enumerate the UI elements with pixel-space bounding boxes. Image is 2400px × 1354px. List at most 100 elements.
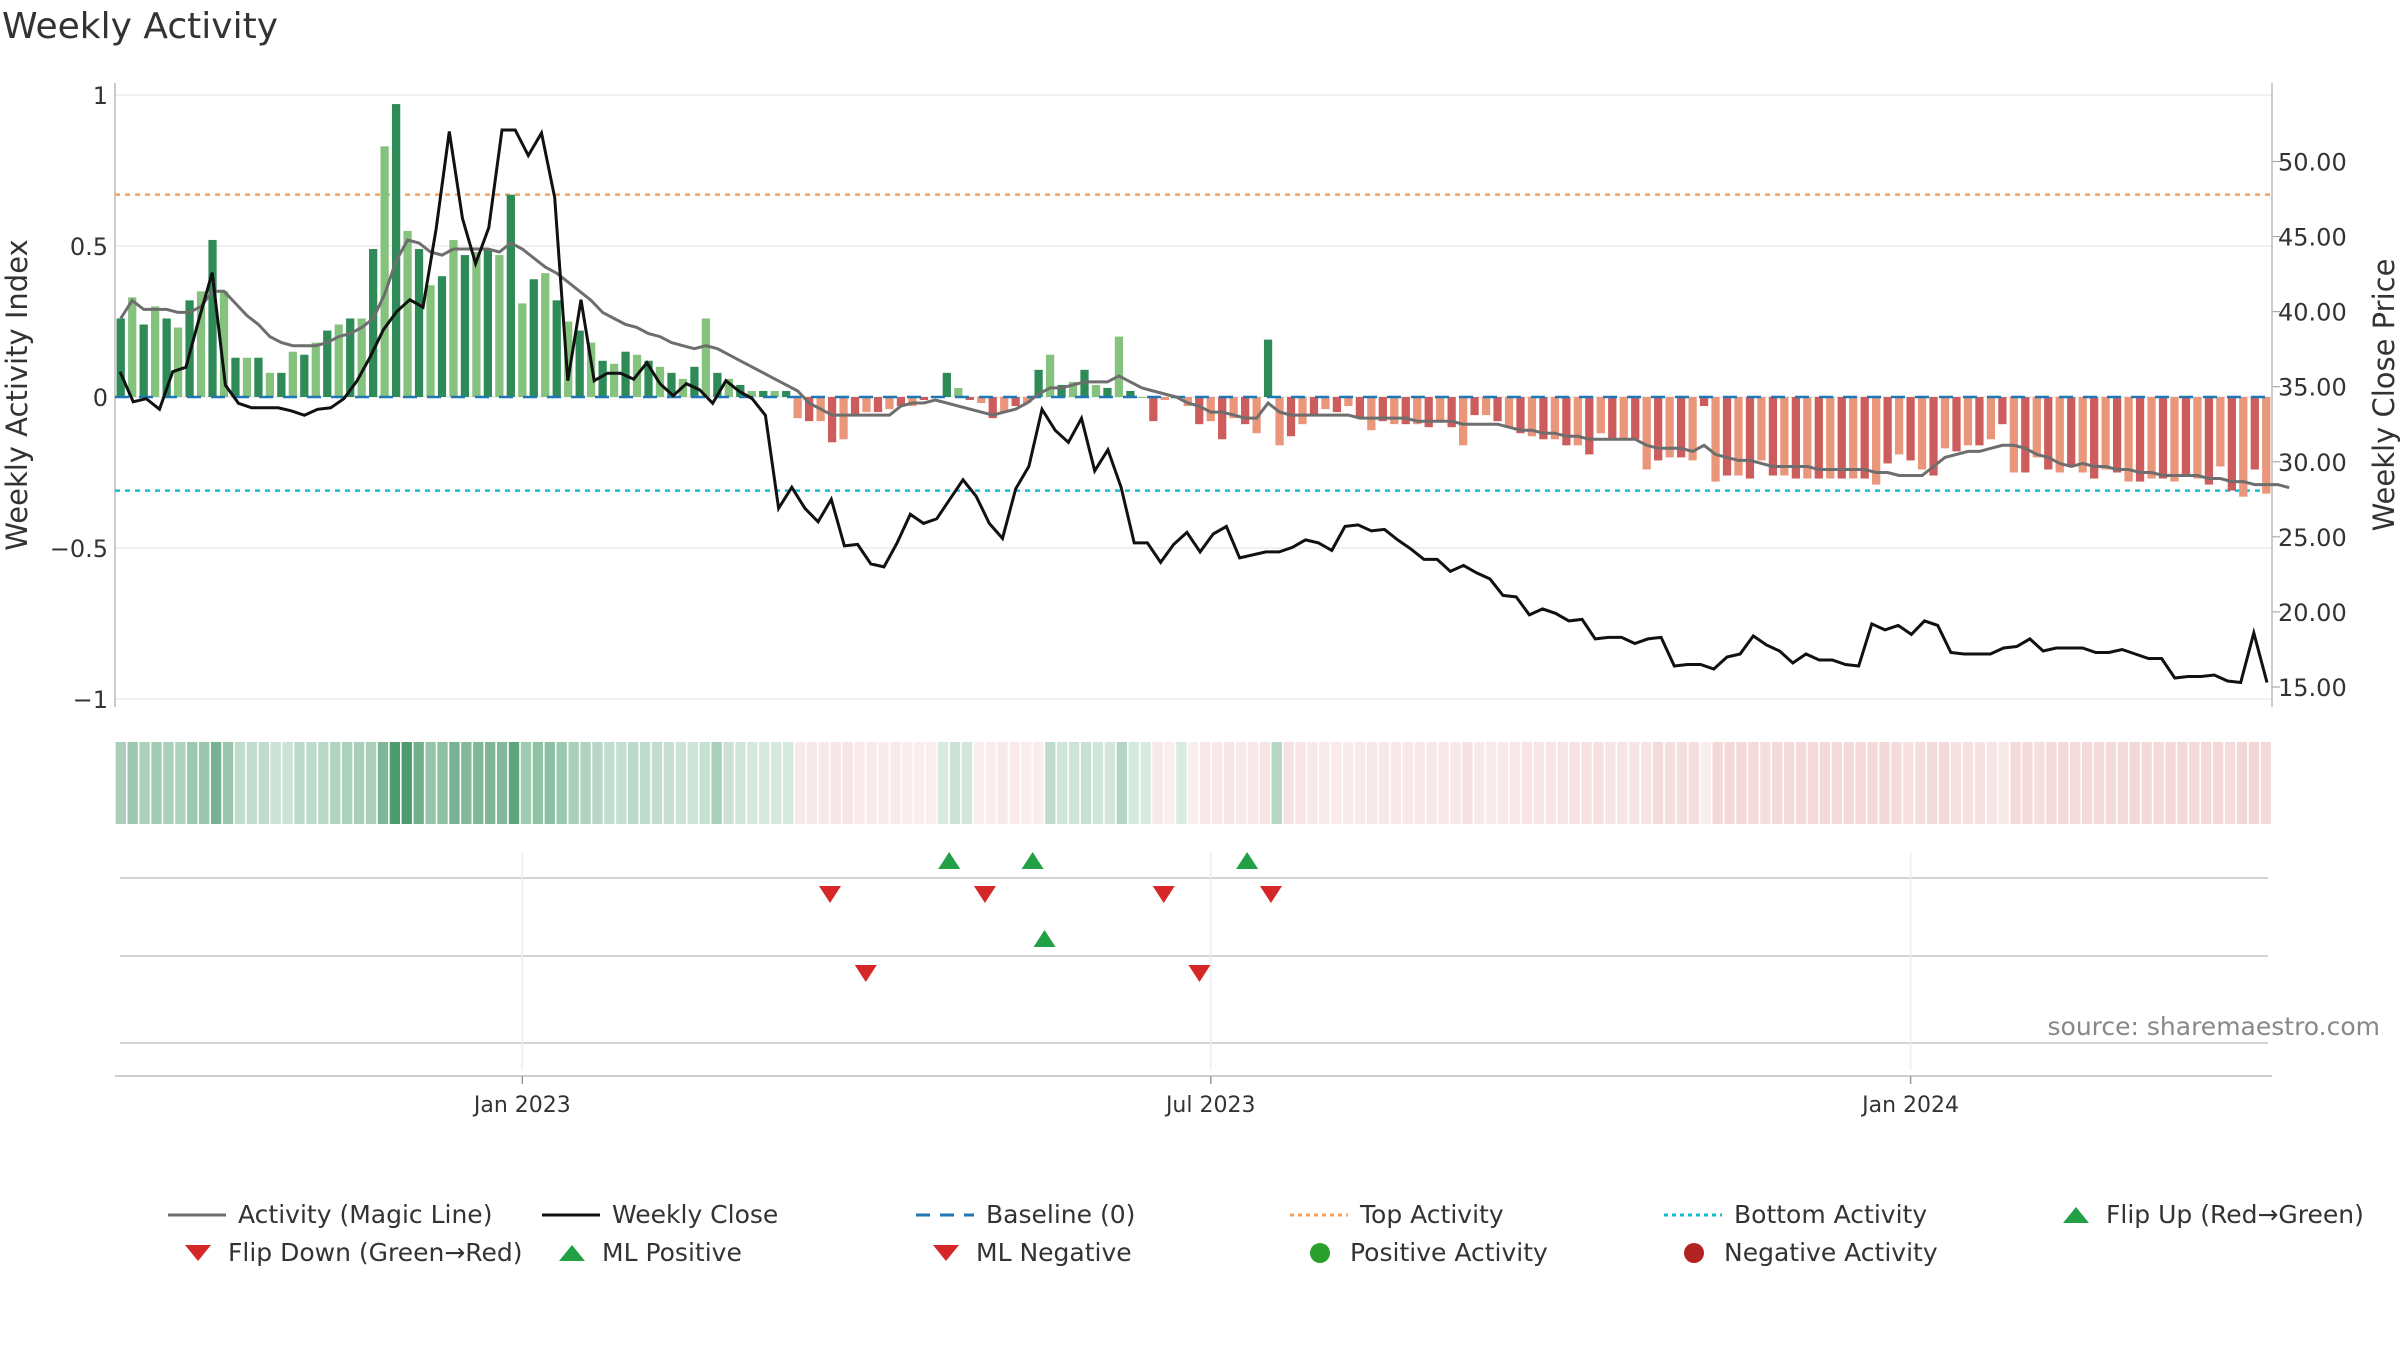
heat-cell	[532, 742, 544, 824]
activity-bar	[1481, 397, 1491, 416]
heat-cell	[1486, 742, 1497, 824]
heat-cell	[1152, 742, 1163, 824]
heat-cell	[365, 742, 377, 824]
activity-bar	[713, 372, 722, 397]
heat-cell	[1629, 742, 1640, 824]
heat-cell	[2248, 742, 2260, 824]
activity-bar	[1240, 397, 1250, 425]
heat-cell	[1343, 742, 1354, 824]
heat-cell	[2177, 742, 2188, 824]
heat-cell	[604, 742, 615, 824]
activity-bar	[759, 390, 768, 397]
heat-cell	[2201, 742, 2212, 824]
heat-cell	[1664, 742, 1676, 824]
activity-bar	[128, 297, 137, 397]
heat-cell	[1223, 742, 1235, 824]
heat-cell	[318, 742, 329, 824]
heat-cell	[2070, 742, 2081, 824]
heat-cell	[699, 742, 710, 824]
activity-bar	[1883, 397, 1892, 464]
activity-bar	[472, 252, 481, 397]
activity-bar	[1470, 397, 1479, 416]
activity-bar	[391, 104, 401, 397]
activity-bar	[334, 324, 343, 397]
heat-cell	[187, 742, 198, 824]
heat-cell	[1283, 742, 1294, 824]
activity-bar	[919, 397, 929, 401]
legend-bottom: Bottom Activity	[1664, 1200, 1928, 1229]
activity-bar	[1103, 387, 1112, 397]
activity-bar	[1699, 397, 1709, 407]
activity-bar	[254, 357, 263, 397]
heat-cell	[782, 742, 794, 824]
heat-cell	[1640, 742, 1652, 824]
activity-bar	[1986, 397, 1996, 440]
heat-cell	[902, 742, 913, 824]
activity-bar	[2067, 397, 2076, 467]
heat-cell	[2117, 742, 2128, 824]
y-tick-label: −0.5	[50, 535, 108, 563]
heat-cell	[1533, 742, 1545, 824]
legend-top: Top Activity	[1290, 1200, 1504, 1229]
heat-cell	[1783, 742, 1795, 824]
activity-bar	[1860, 397, 1869, 479]
activity-bar	[2101, 397, 2110, 470]
heat-cell	[961, 742, 973, 824]
activity-bar	[1355, 397, 1364, 419]
ml-negative-marker	[854, 965, 877, 982]
activity-bar	[1344, 397, 1353, 407]
activity-bar	[2112, 397, 2122, 473]
heat-cell	[1247, 742, 1259, 824]
heat-cell	[914, 742, 925, 824]
heat-cell	[1390, 742, 1402, 824]
activity-bar	[1814, 397, 1823, 479]
activity-bar	[242, 357, 252, 397]
heat-cell	[1903, 742, 1914, 824]
activity-bar	[346, 318, 355, 397]
y-tick-label: 0	[93, 384, 108, 412]
activity-bar	[437, 276, 447, 397]
heat-cell	[1009, 742, 1020, 824]
flip-up-marker	[1236, 852, 1259, 869]
activity-bar	[495, 255, 504, 397]
activity-bar	[1917, 397, 1927, 470]
activity-bar	[1000, 397, 1009, 413]
heat-cell	[1176, 742, 1187, 824]
heat-cell	[282, 742, 293, 824]
activity-bar	[357, 318, 366, 397]
y2-tick-label: 15.00	[2278, 674, 2347, 702]
heat-cell	[1855, 742, 1866, 824]
heat-cell	[2165, 742, 2176, 824]
heat-cell	[1474, 742, 1485, 824]
activity-bar	[1206, 397, 1215, 422]
heat-cell	[520, 742, 532, 824]
flip-up-marker	[1021, 852, 1044, 869]
activity-bar	[1550, 397, 1560, 440]
y-tick-label: −1	[73, 686, 108, 714]
heat-cell	[1414, 742, 1425, 824]
legend-flip-down: Flip Down (Green→Red)	[180, 1238, 523, 1267]
activity-bar	[1768, 397, 1778, 476]
heat-cell	[1593, 742, 1604, 824]
activity-bar	[449, 239, 458, 397]
heat-cell	[1891, 742, 1902, 824]
heat-cell	[2129, 742, 2140, 824]
heat-cell	[389, 742, 401, 824]
activity-bar	[850, 397, 860, 416]
heat-cell	[639, 742, 651, 824]
heat-cell	[616, 742, 627, 824]
activity-bar	[1849, 397, 1858, 479]
heat-cell	[294, 742, 305, 824]
heat-cell	[556, 742, 567, 824]
heat-cell	[723, 742, 734, 824]
heat-cell	[1879, 742, 1890, 824]
activity-bar	[1527, 397, 1537, 437]
heat-cell	[1497, 742, 1509, 824]
heat-cell	[2046, 742, 2057, 824]
activity-bar	[1424, 397, 1433, 428]
ml-negative-marker	[1188, 965, 1211, 982]
activity-bar	[1631, 397, 1640, 440]
y-tick-label: 1	[93, 82, 108, 110]
activity-bar	[1413, 397, 1422, 425]
heat-cell	[485, 742, 496, 824]
